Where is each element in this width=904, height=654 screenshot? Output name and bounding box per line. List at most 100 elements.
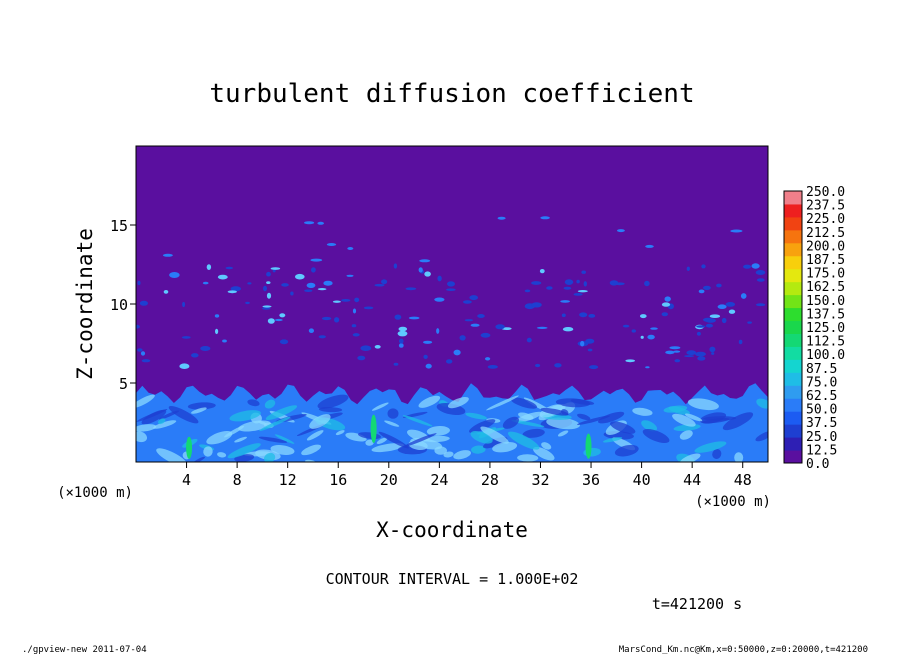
turbulent-patch <box>434 297 445 302</box>
colorbar-label: 137.5 <box>806 307 845 322</box>
turbulent-streak <box>507 431 540 450</box>
turbulent-patch <box>697 356 706 361</box>
turbulent-patch <box>756 278 765 282</box>
turbulent-patch <box>645 366 650 369</box>
turbulent-streak <box>469 419 496 433</box>
colorbar-swatch <box>784 281 802 296</box>
turbulent-patch <box>561 313 566 318</box>
turbulent-streak <box>402 415 433 427</box>
turbulent-patch <box>554 363 562 368</box>
x-tick-label: 4 <box>182 471 191 489</box>
turbulent-patch <box>263 285 267 292</box>
colorbar-label: 237.5 <box>806 199 845 214</box>
turbulent-patch <box>423 354 428 359</box>
turbulent-patch <box>215 328 219 335</box>
colorbar-swatch <box>784 385 802 399</box>
turbulent-streak <box>510 397 538 409</box>
colorbar-swatch <box>784 333 802 347</box>
colorbar-label: 112.5 <box>806 335 845 350</box>
turbulent-patch <box>588 314 596 318</box>
turbulent-patch <box>664 296 671 302</box>
turbulent-streak <box>557 430 569 437</box>
turbulent-patch <box>755 303 766 307</box>
turbulent-streak <box>687 398 719 411</box>
turbulent-streak <box>722 412 754 431</box>
turbulent-patch <box>308 328 314 334</box>
colorbar-swatch <box>784 346 802 360</box>
turbulent-patch <box>262 305 272 308</box>
turbulent-patch <box>587 348 593 352</box>
turbulent-patch <box>140 351 146 356</box>
turbulent-streak <box>153 420 177 429</box>
turbulent-streak <box>306 430 324 441</box>
colorbar-label: 37.5 <box>806 416 837 431</box>
colorbar-swatch <box>784 255 802 270</box>
turbulent-streak <box>684 413 703 422</box>
x-tick-label: 12 <box>279 471 297 489</box>
turbulent-streak <box>371 443 404 453</box>
x-axis-ticks: 4 8 12 16 20 24 28 32 36 40 44 48 <box>182 462 752 489</box>
turbulent-streak <box>258 420 267 426</box>
turbulent-streak <box>335 430 345 436</box>
turbulent-patch <box>650 327 658 330</box>
turbulent-streak <box>734 452 744 462</box>
turbulent-patch <box>163 290 169 294</box>
turbulent-patch <box>245 301 250 305</box>
colorbar-swatch <box>784 398 802 412</box>
turbulent-streak <box>480 426 509 444</box>
turbulent-patch <box>585 338 595 344</box>
turbulent-streak <box>141 409 167 425</box>
x-axis-label: X-coordinate <box>376 518 528 542</box>
colorbar-swatch <box>784 450 802 464</box>
turbulent-patch <box>717 304 727 310</box>
turbulent-patch <box>202 281 209 285</box>
turbulent-streak <box>264 452 276 462</box>
turbulent-patch <box>374 345 381 349</box>
turbulent-patch <box>725 302 736 307</box>
footer-left: ./gpview-new 2011-07-04 <box>22 645 147 654</box>
y-axis-label: Z-coordinate <box>73 228 97 380</box>
turbulent-patch <box>346 274 354 277</box>
turbulent-streak <box>384 420 400 427</box>
turbulent-layer <box>136 383 768 462</box>
turbulent-streak <box>443 451 454 458</box>
turbulent-patch <box>311 267 316 273</box>
turbulent-patch <box>247 282 252 285</box>
turbulent-patch <box>536 326 548 329</box>
turbulent-streak <box>187 402 216 410</box>
turbulent-patch <box>464 319 474 322</box>
turbulent-patch <box>698 289 705 294</box>
x-tick-label: 16 <box>329 471 347 489</box>
turbulent-patch <box>661 302 671 307</box>
turbulent-patch <box>279 339 289 345</box>
turbulent-patch <box>141 359 151 363</box>
turbulent-patch <box>696 331 701 336</box>
turbulent-patch <box>393 362 399 366</box>
turbulent-streak <box>610 421 636 434</box>
turbulent-streak <box>641 420 658 432</box>
colorbar-label: 62.5 <box>806 389 837 404</box>
turbulent-streak <box>540 407 569 416</box>
colorbar-label: 25.0 <box>806 430 837 445</box>
turbulent-patch <box>686 350 697 356</box>
turbulent-patch <box>206 264 212 270</box>
turbulent-patch <box>179 363 190 370</box>
turbulent-streak <box>465 412 487 420</box>
turbulent-patch <box>560 300 570 303</box>
contour-interval: CONTOUR INTERVAL = 1.000E+02 <box>326 570 579 588</box>
turbulent-streak <box>264 399 276 409</box>
turbulent-streak <box>259 416 291 432</box>
turbulent-patch <box>564 279 574 285</box>
turbulent-streak <box>234 436 247 443</box>
turbulent-patch <box>169 272 180 278</box>
turbulent-patch <box>617 229 625 233</box>
colorbar-label: 187.5 <box>806 253 845 268</box>
x-tick-label: 36 <box>582 471 600 489</box>
turbulent-patch <box>321 316 332 321</box>
turbulent-patch <box>589 365 599 370</box>
turbulent-streak <box>365 439 374 446</box>
x-tick-label: 44 <box>683 471 701 489</box>
turbulent-patch <box>334 317 340 323</box>
turbulent-patch <box>222 339 227 343</box>
colorbar-label: 212.5 <box>806 226 845 241</box>
